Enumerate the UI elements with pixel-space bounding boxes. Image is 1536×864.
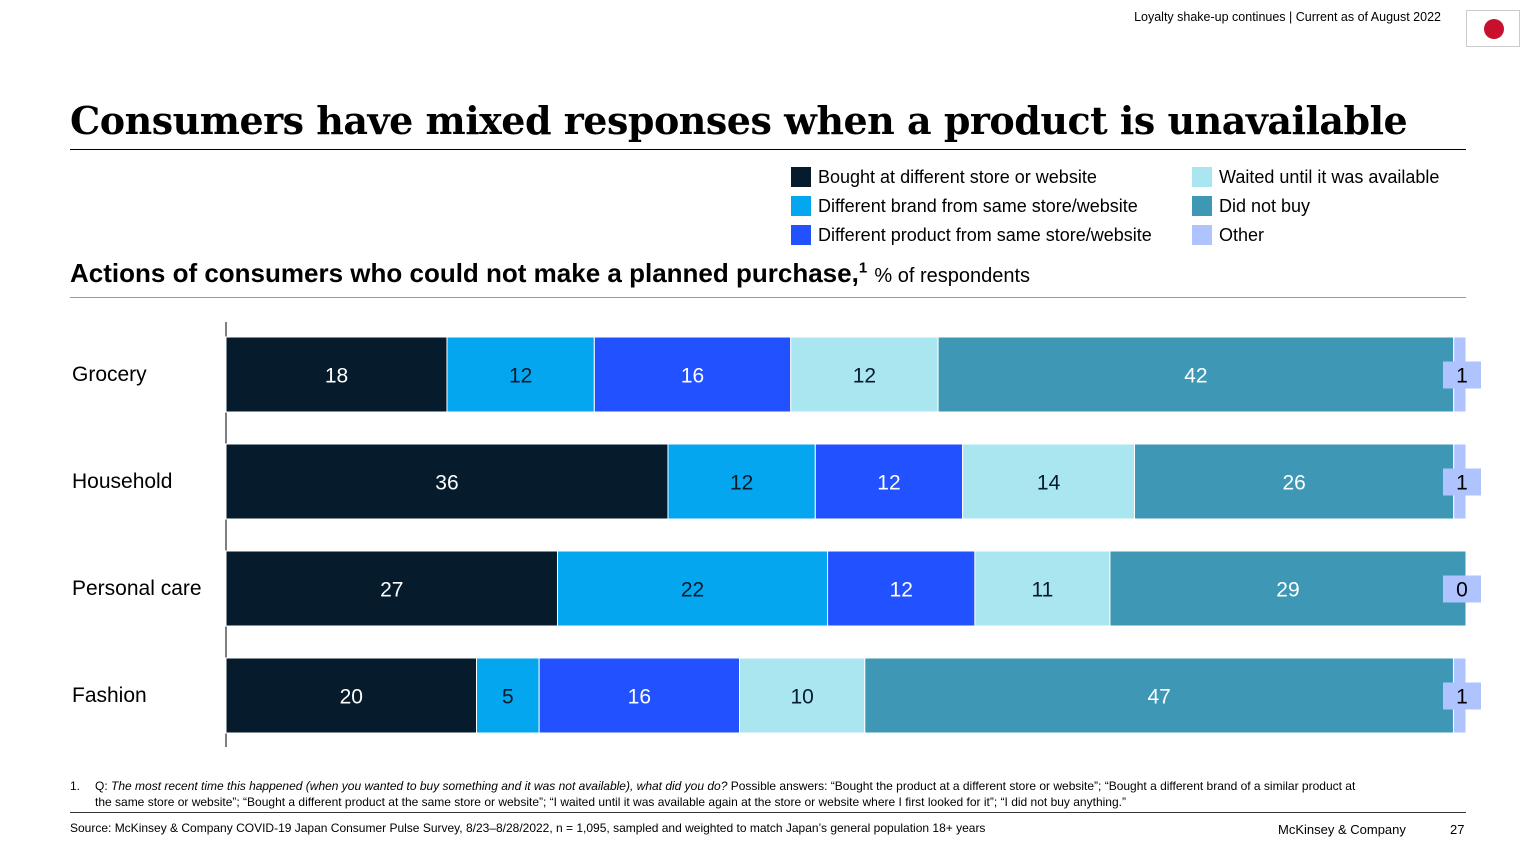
footnote-question: The most recent time this happened (when… <box>111 779 728 793</box>
chart-title-text: Actions of consumers who could not make … <box>70 258 859 288</box>
data-label: 1 <box>1456 686 1468 709</box>
bar-segment <box>225 657 478 734</box>
data-label-box <box>1443 682 1481 710</box>
legend-swatch <box>1192 196 1212 216</box>
bar-segment <box>1453 443 1467 520</box>
data-label: 1 <box>1456 365 1468 388</box>
data-label: 11 <box>1032 579 1054 602</box>
legend-item: Different product from same store/websit… <box>791 223 1192 247</box>
brand-name: McKinsey & Company <box>1278 822 1406 837</box>
category-label: Personal care <box>72 576 202 600</box>
data-label-box <box>1443 575 1481 603</box>
footnote-marker: 1 <box>858 259 868 277</box>
bar-segment <box>739 657 866 734</box>
bar-segment <box>974 550 1111 627</box>
legend-label: Different product from same store/websit… <box>818 224 1152 245</box>
footnote: 1. Q: The most recent time this happened… <box>70 778 1360 810</box>
category-label: Household <box>72 469 173 493</box>
data-label: 36 <box>435 472 458 495</box>
data-label: 20 <box>340 686 363 709</box>
data-label: 42 <box>1184 365 1207 388</box>
data-label: 1 <box>1456 472 1468 495</box>
footnote-answers: Possible answers: “Bought the product at… <box>95 779 1356 809</box>
category-label: Fashion <box>72 683 147 707</box>
bar-segment <box>937 336 1455 413</box>
bar-segment <box>225 336 448 413</box>
bar-segment <box>814 443 964 520</box>
bar-segment <box>538 657 741 734</box>
bar-segment <box>790 336 939 413</box>
legend-swatch <box>791 196 811 216</box>
legend-label: Different brand from same store/website <box>818 195 1138 216</box>
source-note: Source: McKinsey & Company COVID-19 Japa… <box>70 821 986 835</box>
data-label-box <box>1443 361 1481 389</box>
page-title: Consumers have mixed responses when a pr… <box>70 98 1408 143</box>
data-label: 27 <box>380 579 403 602</box>
bar-segment <box>556 550 829 627</box>
japan-flag-icon <box>1466 10 1520 47</box>
data-label: 12 <box>730 472 753 495</box>
data-label: 16 <box>628 686 651 709</box>
data-label: 12 <box>890 579 913 602</box>
chart-unit: % of respondents <box>874 265 1031 287</box>
footer-divider <box>70 812 1466 813</box>
bar-segment <box>1452 657 1467 734</box>
bar-segment <box>446 336 595 413</box>
footnote-q-label: Q: <box>95 779 108 793</box>
bar-segment <box>1134 443 1455 520</box>
legend-swatch <box>1192 225 1212 245</box>
legend-label: Bought at different store or website <box>818 166 1097 187</box>
chart-legend: Bought at different store or website Wait… <box>791 165 1439 247</box>
data-label: 5 <box>502 686 514 709</box>
data-label: 0 <box>1456 579 1468 602</box>
data-label: 10 <box>790 686 813 709</box>
footnote-number: 1. <box>70 779 81 793</box>
header-topline: Loyalty shake-up continues | Current as … <box>1134 10 1441 24</box>
category-label: Grocery <box>72 362 147 386</box>
legend-item: Did not buy <box>1192 194 1439 218</box>
data-label: 26 <box>1282 472 1305 495</box>
bar-segment <box>593 336 792 413</box>
bar-segment <box>864 657 1454 734</box>
data-label: 22 <box>681 579 704 602</box>
legend-item: Bought at different store or website <box>791 165 1192 189</box>
page-number: 27 <box>1450 822 1465 837</box>
bar-segment <box>476 657 540 734</box>
data-label: 16 <box>681 365 704 388</box>
data-label: 12 <box>877 472 900 495</box>
bar-segment <box>962 443 1136 520</box>
data-label: 47 <box>1147 686 1170 709</box>
legend-item: Other <box>1192 223 1439 247</box>
data-label: 29 <box>1276 579 1299 602</box>
legend-label: Did not buy <box>1219 195 1311 216</box>
legend-swatch <box>1192 167 1212 187</box>
subtitle-divider <box>70 297 1466 298</box>
data-label: 12 <box>509 365 532 388</box>
legend-label: Waited until it was available <box>1219 166 1440 187</box>
bar-segment <box>1109 550 1467 627</box>
bar-segment <box>225 443 669 520</box>
data-label: 14 <box>1037 472 1061 495</box>
legend-swatch <box>791 167 811 187</box>
bar-segment <box>1453 336 1467 413</box>
legend-label: Other <box>1219 224 1265 245</box>
data-label: 18 <box>325 365 348 388</box>
data-label: 12 <box>853 365 876 388</box>
legend-item: Different brand from same store/website <box>791 194 1192 218</box>
bar-segment <box>667 443 816 520</box>
title-divider <box>70 149 1466 150</box>
chart-title: Actions of consumers who could not make … <box>70 258 1030 289</box>
bar-segment <box>225 550 558 627</box>
data-label-box <box>1443 468 1481 496</box>
bar-segment <box>827 550 976 627</box>
legend-item: Waited until it was available <box>1192 165 1439 189</box>
legend-swatch <box>791 225 811 245</box>
